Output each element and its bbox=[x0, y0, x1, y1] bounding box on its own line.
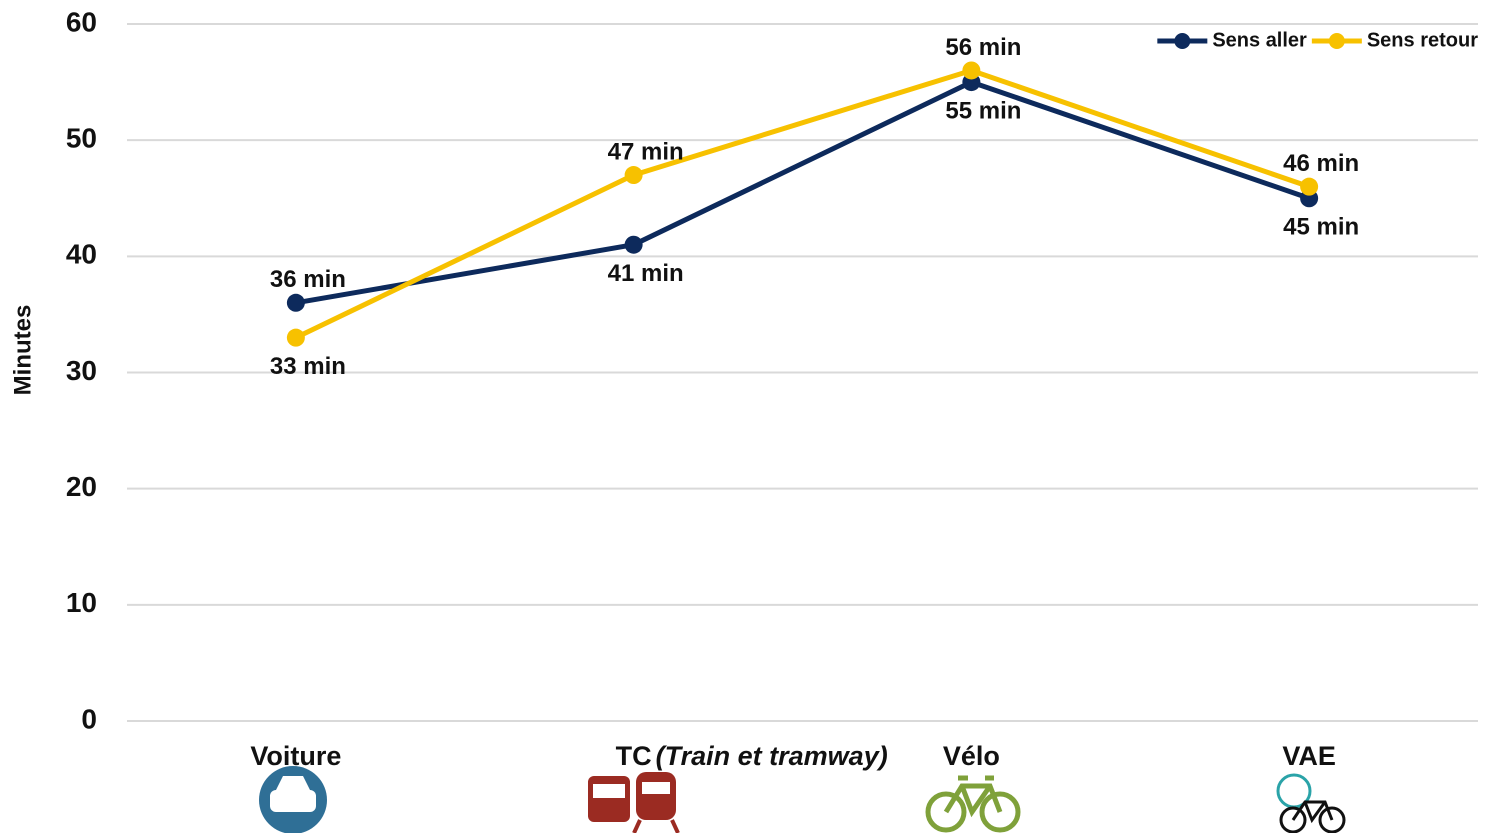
data-label: 41 min bbox=[608, 260, 684, 287]
line bbox=[295, 79, 1310, 306]
bus-window bbox=[593, 784, 625, 798]
bike-icon bbox=[925, 775, 1021, 833]
x-tick-label: TC bbox=[616, 741, 652, 771]
data-label: 36 min bbox=[270, 266, 346, 293]
legend-label: Sens retour bbox=[1367, 29, 1478, 51]
legend-label: Sens aller bbox=[1212, 29, 1307, 51]
y-tick-label: 10 bbox=[66, 587, 97, 618]
data-label: 47 min bbox=[608, 138, 684, 165]
ebike-icon bbox=[1279, 800, 1346, 833]
y-tick-label: 0 bbox=[81, 703, 97, 734]
car-body bbox=[270, 790, 316, 812]
y-tick-label: 30 bbox=[66, 355, 97, 386]
data-label: 56 min bbox=[945, 34, 1021, 61]
data-label: 46 min bbox=[1283, 150, 1359, 177]
x-tick-note: (Train et tramway) bbox=[656, 741, 888, 771]
x-tick-label: Voiture bbox=[250, 741, 341, 771]
y-axis-label: Minutes bbox=[9, 305, 36, 396]
point bbox=[624, 166, 643, 185]
train-icon bbox=[636, 772, 676, 820]
bus-icon bbox=[588, 776, 630, 822]
y-tick-label: 40 bbox=[66, 239, 97, 270]
y-tick-label: 20 bbox=[66, 471, 97, 502]
y-tick-label: 60 bbox=[66, 6, 97, 37]
train-window bbox=[642, 782, 670, 794]
data-label: 45 min bbox=[1283, 214, 1359, 241]
point bbox=[286, 293, 305, 312]
y-tick-label: 50 bbox=[66, 123, 97, 154]
point bbox=[286, 328, 305, 347]
line bbox=[294, 67, 1310, 340]
legend-marker bbox=[1174, 33, 1191, 49]
legend-marker bbox=[1328, 33, 1345, 49]
data-label: 55 min bbox=[945, 97, 1021, 124]
point bbox=[624, 235, 643, 254]
x-tick-label: Vélo bbox=[943, 741, 1000, 771]
train-rails bbox=[632, 819, 680, 833]
x-tick-label: VAE bbox=[1282, 741, 1336, 771]
data-label: 33 min bbox=[270, 353, 346, 380]
icons bbox=[259, 766, 1346, 833]
car-roof bbox=[276, 776, 310, 790]
point bbox=[962, 61, 981, 80]
point bbox=[1300, 177, 1319, 196]
